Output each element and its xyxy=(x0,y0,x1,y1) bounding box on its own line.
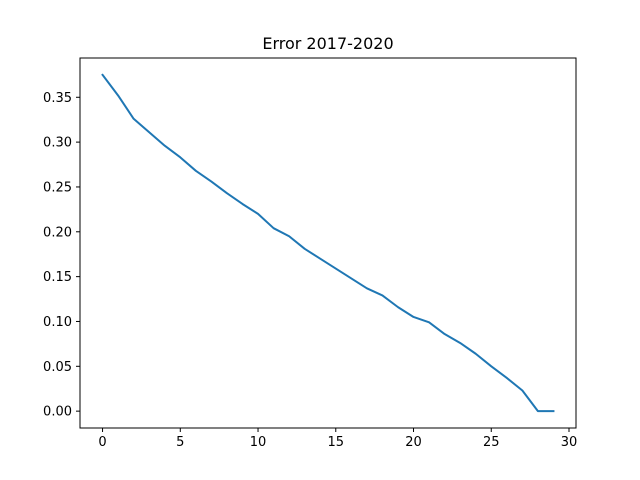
plot-area xyxy=(101,73,555,413)
x-tick-label: 25 xyxy=(483,435,500,450)
y-tick-label: 0.25 xyxy=(43,180,72,195)
x-tick-label: 5 xyxy=(176,435,184,450)
x-tick-label: 30 xyxy=(561,435,578,450)
x-tick-label: 20 xyxy=(405,435,422,450)
series-line-0 xyxy=(101,73,555,413)
y-tick-label: 0.10 xyxy=(43,315,72,330)
y-tick-label: 0.35 xyxy=(43,91,72,106)
chart-title: Error 2017-2020 xyxy=(262,34,393,53)
x-axis-ticks: 0 5 10 15 20 25 30 xyxy=(98,428,577,450)
y-tick-label: 0.20 xyxy=(43,225,72,240)
axes-frame xyxy=(79,57,577,429)
y-tick-label: 0.00 xyxy=(43,405,72,420)
x-tick-label: 10 xyxy=(250,435,267,450)
x-tick-label: 15 xyxy=(328,435,345,450)
y-axis-ticks: 0.00 0.05 0.10 0.15 0.20 0.25 0.30 0.35 xyxy=(43,91,80,420)
x-tick-label: 0 xyxy=(98,435,106,450)
y-tick-label: 0.15 xyxy=(43,270,72,285)
y-tick-label: 0.30 xyxy=(43,136,72,151)
y-tick-label: 0.05 xyxy=(43,360,72,375)
